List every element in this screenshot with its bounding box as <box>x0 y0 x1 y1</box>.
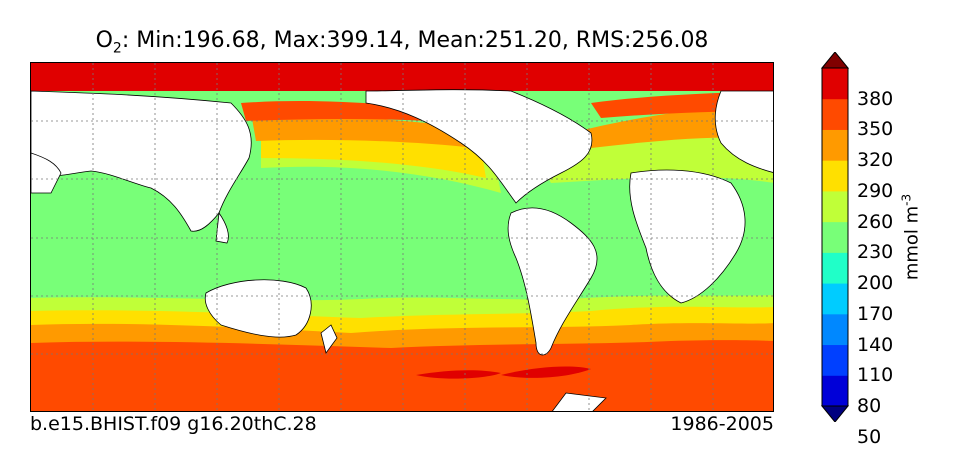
title-variable: O <box>95 28 113 53</box>
title-subscript: 2 <box>112 40 122 57</box>
colorbar-units: mmol m-3 <box>899 193 923 281</box>
colorbar-tick-label: 170 <box>857 302 894 325</box>
australia-land <box>204 279 312 338</box>
colorbar-tick-label: 80 <box>857 395 882 417</box>
south-band-350-a <box>416 370 501 379</box>
colorbar-min-extension <box>820 405 850 422</box>
colorbar-segment <box>822 252 848 284</box>
colorbar-tick-label: 140 <box>857 333 894 356</box>
antarctic-peninsula-land <box>552 392 607 411</box>
new-zealand-land <box>320 324 338 354</box>
africa-land <box>629 169 746 304</box>
asia-land <box>31 90 252 232</box>
colorbar-segment <box>822 221 848 253</box>
colorbar-tick-label: 200 <box>857 272 894 295</box>
npac-band-320 <box>241 101 466 123</box>
colorbar-tick-label: 350 <box>857 118 894 141</box>
north-america-land <box>365 89 593 204</box>
arctic-band <box>31 63 773 91</box>
colorbar-tick-label: 260 <box>857 210 894 233</box>
graticule <box>31 63 773 411</box>
colorbar-tick-label: 50 <box>857 425 882 448</box>
colorbar-segment <box>822 313 848 346</box>
colorbar-segment <box>822 344 848 376</box>
colorbar-segment <box>822 190 848 223</box>
colorbar-segment <box>822 375 848 407</box>
colorbar-frame <box>821 67 849 407</box>
colorbar-segment <box>822 68 848 100</box>
south-america-land <box>507 207 598 356</box>
south-band-320 <box>31 340 773 411</box>
colorbar-segment <box>822 160 848 192</box>
npac-band-260 <box>261 133 486 178</box>
southeast-asia-land <box>215 211 229 244</box>
colorbar-tick-label: 290 <box>857 179 894 202</box>
case-name-label: b.e15.BHIST.f09 g16.20thC.28 <box>30 413 317 435</box>
colorbar-segment <box>822 98 848 130</box>
colorbar-max-extension <box>820 52 850 69</box>
colorbar <box>820 52 850 422</box>
ocean-o2-map <box>31 63 773 411</box>
plot-title: O2: Min:196.68, Max:399.14, Mean:251.20,… <box>30 27 774 62</box>
colorbar-tick-label: 380 <box>857 87 894 110</box>
europe-land <box>714 90 773 173</box>
title-stats: : Min:196.68, Max:399.14, Mean:251.20, R… <box>121 28 709 53</box>
colorbar-segment <box>822 283 848 315</box>
colorbar-tick-label: 320 <box>857 149 894 172</box>
africa-east-land <box>31 152 62 194</box>
npac-band-290 <box>251 113 476 148</box>
colorbar-tick-label: 230 <box>857 241 894 264</box>
map-panel <box>30 62 774 412</box>
colorbar-segment <box>822 129 848 161</box>
land-masses <box>31 89 773 411</box>
colorbar-tick-label: 110 <box>857 364 894 387</box>
period-label: 1986-2005 <box>670 413 774 435</box>
south-band-350-b <box>501 366 591 378</box>
